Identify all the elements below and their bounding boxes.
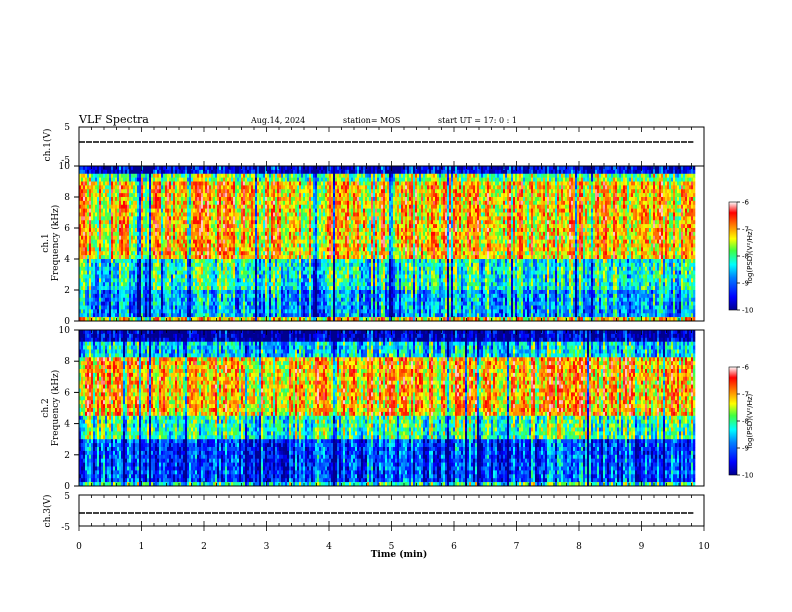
- ytick-label: 6: [64, 388, 70, 398]
- x-axis-title: Time (min): [371, 549, 428, 560]
- ch1-ylabel-frequency: Frequency (kHz): [50, 205, 61, 282]
- ytick-label: 2: [64, 451, 70, 461]
- ch1-spectrogram-image: [79, 166, 704, 322]
- ytick-label: 8: [64, 193, 70, 203]
- date-label: Aug.14, 2024: [250, 116, 305, 125]
- ch1-colorbar: [728, 201, 738, 311]
- ch1-ylabel-channel: ch.1: [41, 233, 51, 252]
- ch1-ytick-top: 5: [64, 123, 70, 133]
- colorbar-tick-label: -10: [742, 307, 753, 315]
- colorbar-tick-label: -9: [742, 445, 749, 453]
- figure-title: VLF Spectra: [78, 113, 149, 126]
- ch2-ylabel-frequency: Frequency (kHz): [50, 370, 61, 447]
- ytick-label: 10: [59, 326, 71, 336]
- ch1-waveform-ylabel: ch.1(V): [42, 129, 53, 162]
- xtick-label: 7: [514, 542, 520, 552]
- xtick-label: 0: [76, 542, 82, 552]
- colorbar-tick-label: -6: [742, 199, 750, 207]
- ch1-colorbar-label: log(PSD)(V²/Hz): [746, 228, 754, 283]
- ytick-label: 4: [64, 420, 70, 430]
- ch3-waveform-ylabel: ch.3(V): [42, 495, 53, 528]
- ch2-colorbar-label: log(PSD)(V²/Hz): [746, 393, 754, 448]
- ch3-ytick-bottom: -5: [61, 523, 70, 533]
- start-time-label: start UT = 17: 0 : 1: [438, 116, 517, 125]
- xtick-label: 9: [639, 542, 645, 552]
- ch2-ylabel-channel: ch.2: [41, 398, 51, 417]
- xtick-label: 10: [698, 542, 710, 552]
- xtick-label: 8: [576, 542, 582, 552]
- xtick-label: 1: [139, 542, 145, 552]
- station-label: station= MOS: [343, 116, 400, 125]
- colorbar-tick-label: -6: [742, 364, 750, 372]
- ch2-colorbar: [728, 366, 738, 476]
- xtick-label: 5: [389, 542, 395, 552]
- ch1-waveform-panel: [78, 126, 705, 167]
- xtick-label: 6: [451, 542, 457, 552]
- ytick-label: 6: [64, 224, 70, 234]
- ch1-ytick-bottom: -5: [61, 156, 70, 166]
- colorbar-tick-label: -7: [742, 226, 749, 234]
- ytick-label: 8: [64, 357, 70, 367]
- ytick-label: 10: [59, 162, 71, 172]
- ytick-label: 0: [64, 317, 70, 327]
- xtick-label: 2: [201, 542, 207, 552]
- colorbar-tick-label: -7: [742, 391, 749, 399]
- xtick-label: 3: [264, 542, 270, 552]
- colorbar-tick-label: -8: [742, 418, 749, 426]
- ch3-ytick-top: 5: [64, 492, 70, 502]
- colorbar-tick-label: -9: [742, 280, 749, 288]
- ytick-label: 2: [64, 286, 70, 296]
- xtick-label: 4: [326, 542, 332, 552]
- colorbar-tick-label: -10: [742, 472, 753, 480]
- ytick-label: 4: [64, 255, 70, 265]
- ch2-spectrogram-image: [79, 330, 704, 487]
- colorbar-tick-label: -8: [742, 253, 749, 261]
- ytick-label: 0: [64, 482, 70, 492]
